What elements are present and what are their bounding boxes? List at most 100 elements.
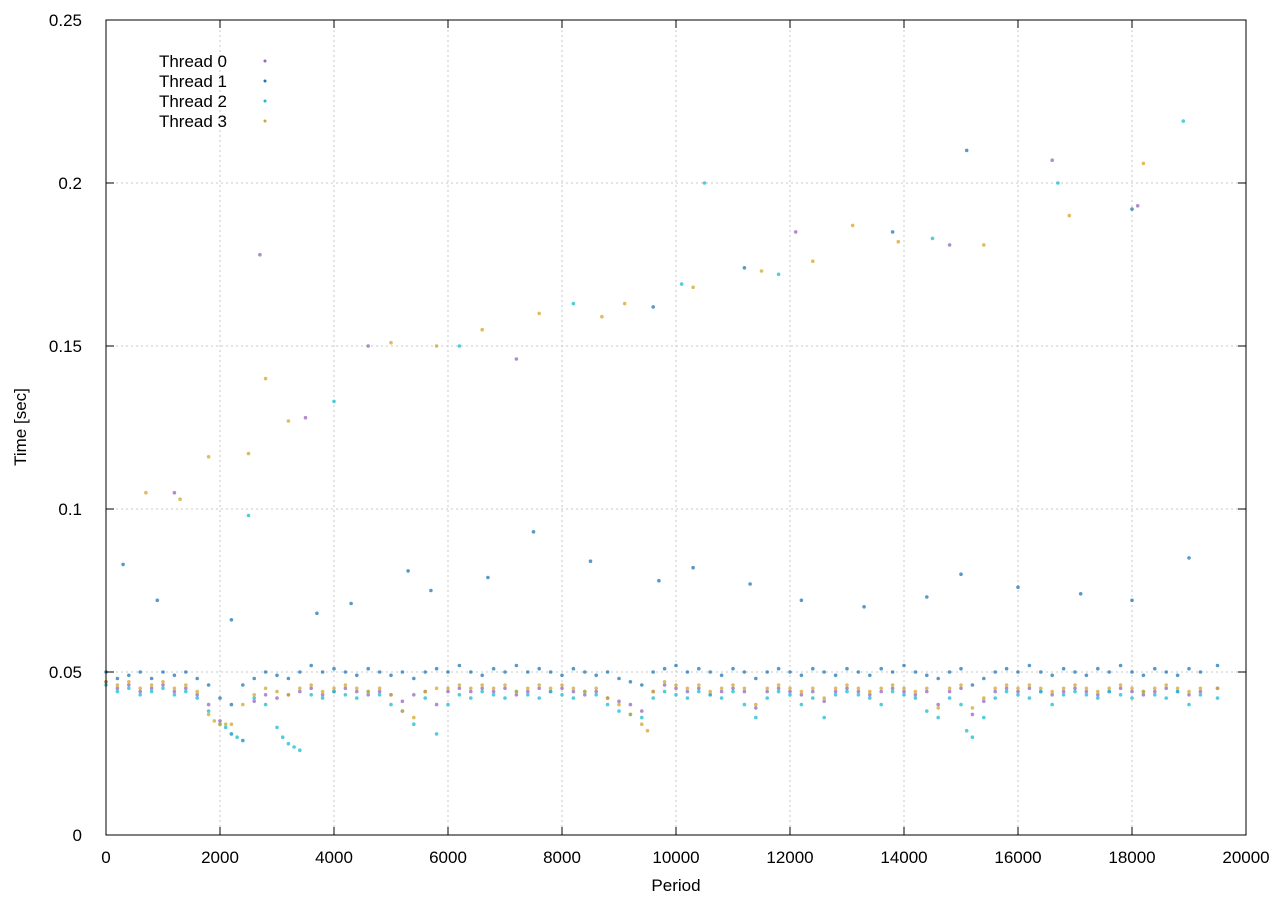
data-point <box>155 598 160 603</box>
data-point <box>1198 686 1203 691</box>
data-point <box>936 706 940 710</box>
data-point <box>742 686 747 691</box>
data-point <box>1164 696 1168 700</box>
data-point <box>640 715 644 720</box>
data-point <box>1215 686 1220 691</box>
data-point <box>982 676 986 681</box>
legend-label: Thread 3 <box>159 112 227 131</box>
data-point <box>964 728 969 733</box>
data-point <box>742 689 747 694</box>
data-point <box>947 686 952 691</box>
data-point <box>617 699 621 704</box>
data-point <box>503 683 507 687</box>
data-point <box>571 696 576 700</box>
data-point <box>400 699 405 704</box>
data-point <box>799 598 804 603</box>
data-point <box>1004 683 1009 687</box>
data-point <box>526 693 530 697</box>
data-point <box>1187 702 1191 707</box>
data-point <box>389 673 393 678</box>
data-point <box>731 686 735 691</box>
data-point <box>982 243 986 247</box>
data-point <box>697 683 701 687</box>
data-point <box>662 680 667 684</box>
data-point <box>1198 689 1203 694</box>
data-point <box>788 693 792 697</box>
data-point <box>1004 689 1009 694</box>
data-point <box>121 562 125 567</box>
data-point <box>149 676 154 681</box>
data-point <box>845 666 849 671</box>
data-point <box>343 693 348 697</box>
data-point <box>206 709 211 713</box>
data-point <box>229 702 234 707</box>
data-point <box>1050 673 1054 678</box>
data-point <box>674 663 678 668</box>
data-point <box>172 689 177 694</box>
x-tick-label: 2000 <box>201 848 239 867</box>
data-point <box>1061 686 1066 691</box>
data-point <box>263 376 268 381</box>
data-point <box>970 683 975 687</box>
data-point <box>434 666 439 671</box>
data-point <box>731 689 735 694</box>
x-tick-label: 8000 <box>543 848 581 867</box>
data-point <box>320 693 325 697</box>
legend-marker <box>263 99 267 103</box>
data-point <box>1175 673 1180 678</box>
data-point <box>286 676 291 681</box>
data-point <box>702 181 707 185</box>
data-point <box>776 666 781 671</box>
data-point <box>657 578 661 583</box>
data-point <box>469 670 473 674</box>
data-point <box>811 686 815 691</box>
data-point <box>925 709 929 713</box>
data-point <box>1061 689 1066 694</box>
data-point <box>1084 689 1089 694</box>
x-axis-title: Period <box>651 876 700 895</box>
data-point <box>206 455 211 459</box>
data-point <box>679 282 684 286</box>
data-point <box>594 686 598 691</box>
data-point <box>218 719 222 723</box>
data-point <box>811 689 815 694</box>
data-point <box>868 693 872 697</box>
data-point <box>685 689 690 694</box>
data-point <box>970 706 975 710</box>
data-point <box>1016 585 1020 589</box>
data-point <box>172 686 177 691</box>
data-point <box>1027 686 1032 691</box>
data-point <box>252 693 256 697</box>
data-point <box>172 490 177 495</box>
data-point <box>229 732 234 736</box>
data-point <box>469 696 473 700</box>
data-point <box>605 670 610 674</box>
data-point <box>303 415 308 420</box>
data-point <box>1084 673 1089 678</box>
data-point <box>1153 666 1157 671</box>
data-point <box>1078 592 1083 596</box>
data-point <box>223 722 228 726</box>
data-point <box>754 715 758 720</box>
data-point <box>1215 663 1220 668</box>
data-point <box>514 693 519 697</box>
data-point <box>719 696 724 700</box>
data-point <box>292 745 296 749</box>
data-point <box>719 673 724 678</box>
data-point <box>605 702 610 707</box>
data-point <box>503 686 507 691</box>
data-point <box>640 683 644 687</box>
series-thread-3 <box>104 161 1220 733</box>
data-point <box>548 670 553 674</box>
data-point <box>548 686 553 691</box>
data-point <box>640 709 644 713</box>
data-point <box>925 689 929 694</box>
data-point <box>1107 670 1111 674</box>
data-point <box>799 673 804 678</box>
data-point <box>491 666 496 671</box>
data-point <box>246 513 251 518</box>
data-point <box>1141 673 1146 678</box>
data-point <box>902 689 906 694</box>
data-point <box>412 693 416 697</box>
series-thread-1 <box>104 148 1220 707</box>
